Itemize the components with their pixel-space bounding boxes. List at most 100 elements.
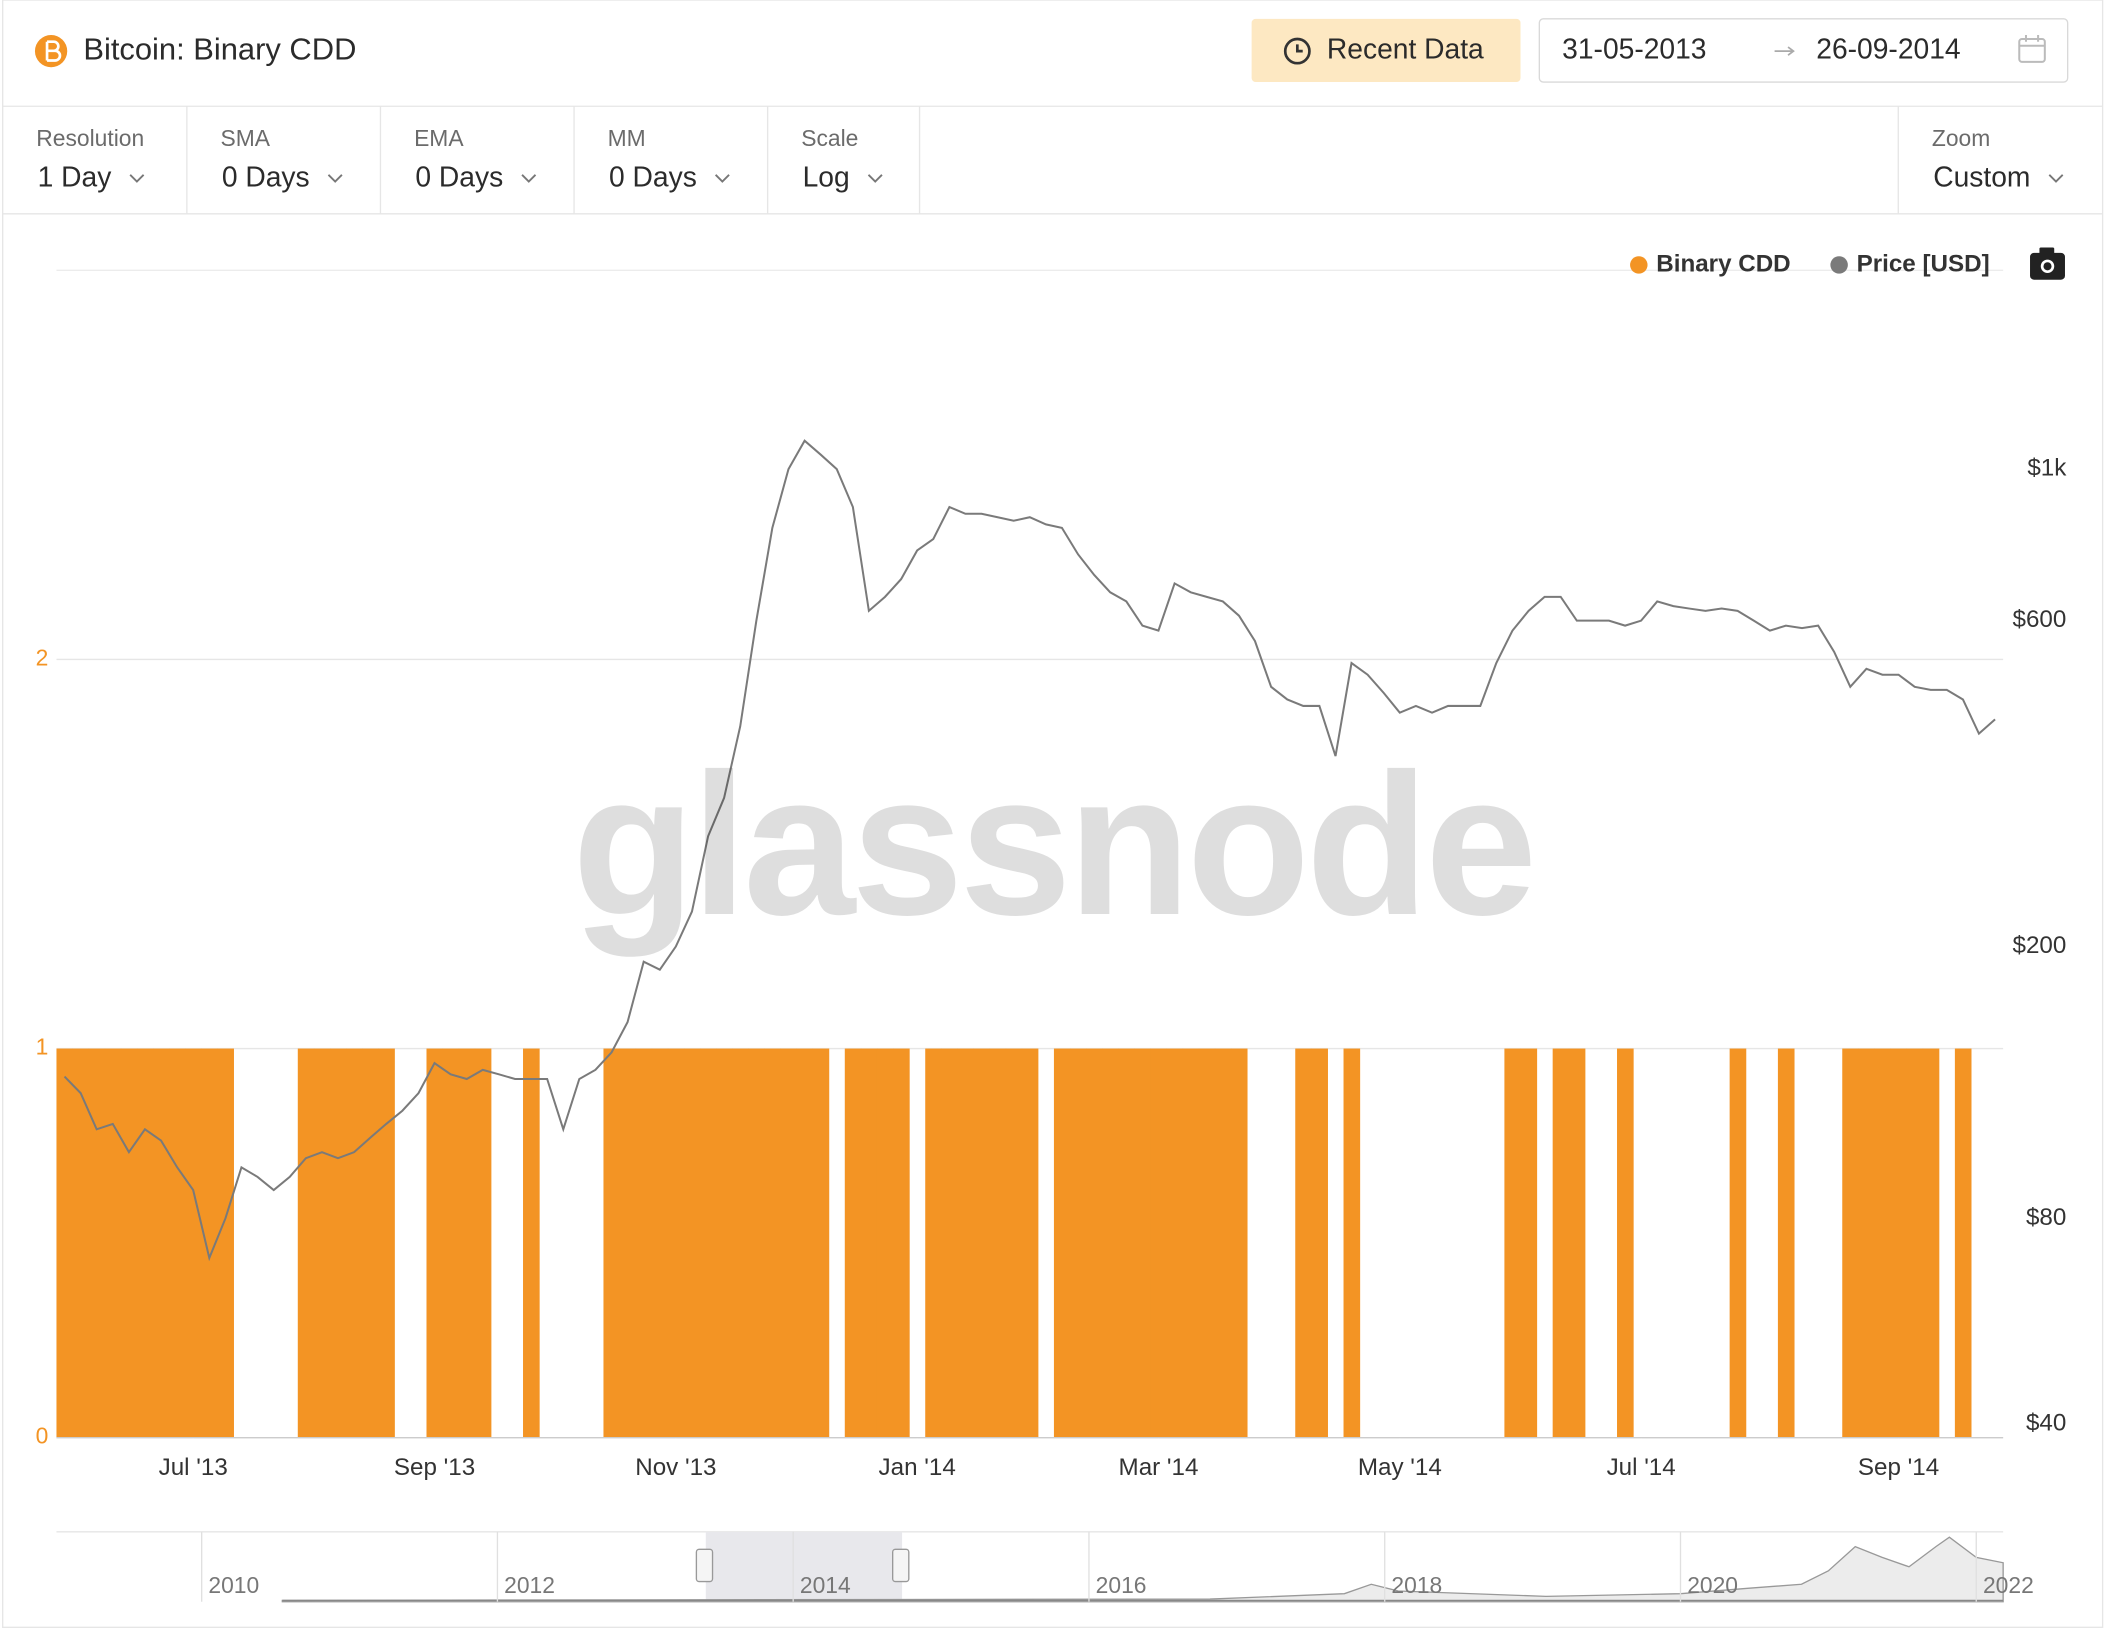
camera-button[interactable] [2030,247,2065,280]
legend-item[interactable]: Price [USD] [1830,250,1990,277]
bar [104,1048,122,1438]
bar [925,1048,942,1438]
bar [603,1048,621,1438]
dropdown-label: MM [608,125,646,151]
y-tick-label: 2 [36,644,49,670]
bar [764,1048,781,1438]
dropdown[interactable]: SMA 0 Days [220,125,343,192]
bar [1311,1048,1328,1438]
bar [796,1048,814,1438]
bar [1214,1048,1232,1438]
date-to: 26-09-2014 [1816,33,1960,65]
x-tick-label: Jul '14 [1607,1454,1676,1481]
bar [1874,1048,1892,1438]
dropdown-value: 0 Days [609,160,697,192]
bar [313,1048,331,1438]
legend-label: Price [USD] [1857,250,1990,277]
bar [1070,1048,1087,1438]
bar [201,1048,218,1438]
dropdown-value: Log [803,160,850,192]
recent-data-button[interactable]: Recent Data [1251,18,1521,83]
clock-hands [1295,44,1303,53]
bar [185,1048,202,1438]
chevron [867,174,883,183]
bar [1504,1048,1522,1438]
x-tick-label: Sep '13 [394,1454,475,1481]
date-box [1538,18,2069,83]
bar [442,1048,460,1438]
bar [362,1048,379,1438]
arrow-icon [1774,46,1795,56]
y-tick-label: 1 [36,1034,49,1060]
button-bg [1251,18,1521,83]
date-range[interactable]: 31-05-2013 26-09-2014 [1538,18,2069,83]
bar [1086,1048,1103,1438]
nav-selection [705,1531,903,1602]
dropdown[interactable]: EMA 0 Days [414,125,537,192]
navigator[interactable]: 2010 2012 2014 2016 2018 2020 2022 [56,1531,2034,1603]
bitcoin-glyph [45,40,62,62]
bar [1150,1048,1168,1438]
x-tick-label: Jan '14 [879,1454,956,1481]
dropdown[interactable]: Resolution 1 Day [36,125,145,192]
y2-tick-label: $1k [2027,454,2067,481]
y-tick-label: 0 [36,1423,49,1449]
button-label: Recent Data [1327,33,1484,65]
bar [1198,1048,1216,1438]
bar [1906,1048,1924,1438]
nav-year: 2022 [1983,1572,2034,1598]
bar [1295,1048,1312,1438]
page-title: Bitcoin: Binary CDD [83,31,356,66]
bar [989,1048,1007,1438]
bar [1729,1048,1747,1438]
x-tick-label: Nov '13 [635,1454,716,1481]
bar [635,1048,653,1438]
bar [780,1048,798,1438]
bar [474,1048,492,1438]
controls: Resolution 1 Day SMA 0 Days EMA 0 Days MM 0 Day… [36,106,2064,214]
bar [876,1048,894,1438]
y2-tick-label: $80 [2026,1204,2066,1231]
bar [651,1048,669,1438]
x-tick-label: Sep '14 [1858,1454,1939,1481]
bar [844,1048,862,1438]
bar [1005,1048,1023,1438]
calendar-lines [2019,34,2045,47]
camera-lens-inner [2043,262,2052,271]
dropdown[interactable]: Scale Log [801,125,883,192]
bar [1134,1048,1152,1438]
nav-handle[interactable] [695,1548,714,1583]
bar [1166,1048,1184,1438]
nav-handle[interactable] [892,1548,910,1583]
bar [748,1048,765,1438]
bar [1954,1048,1972,1438]
dropdown-label: EMA [414,125,464,151]
bar [1777,1048,1795,1438]
bar [1343,1048,1361,1438]
bar [1858,1048,1875,1438]
dropdown-value: 1 Day [38,160,113,192]
bar [56,1048,74,1438]
bar [1053,1048,1071,1438]
dropdown-label: Resolution [36,125,144,151]
x-tick-label: May '14 [1358,1454,1442,1481]
nav-year: 2018 [1391,1572,1442,1598]
legend-item[interactable]: Binary CDD [1630,250,1791,277]
nav-year: 2012 [504,1572,555,1598]
dropdown-value: 0 Days [222,160,310,192]
bar [716,1048,733,1438]
chevron [129,174,145,183]
bar [957,1048,975,1438]
dropdown-label: Zoom [1932,125,1990,151]
y2-tick-label: $200 [2013,932,2067,959]
dropdown[interactable]: MM 0 Days [608,125,730,192]
dropdown[interactable]: Zoom Custom [1932,125,2064,192]
bar [169,1048,186,1438]
bar [1520,1048,1538,1438]
bar [1922,1048,1940,1438]
chevron [521,174,537,183]
bar [136,1048,154,1438]
x-tick-label: Mar '14 [1119,1454,1199,1481]
camera-top [2039,247,2055,256]
